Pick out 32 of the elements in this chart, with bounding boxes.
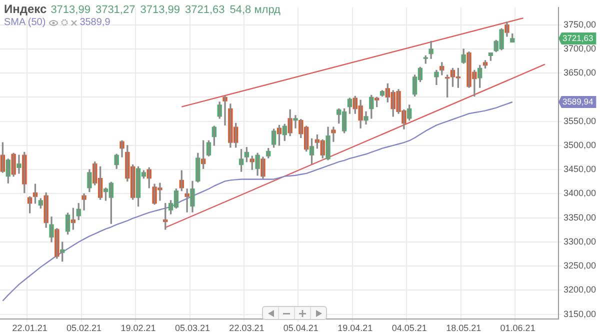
y-tick-label: 3300,00 <box>563 236 596 246</box>
y-tick-label: 3700,00 <box>563 43 596 54</box>
y-tick-label: 3350,00 <box>563 212 596 222</box>
x-tick-label: 01.06.21 <box>500 323 536 334</box>
y-tick-label: 3650,00 <box>563 68 596 78</box>
annotation: 3713,99 <box>140 4 180 16</box>
x-tick-label: 19.04.21 <box>338 323 373 334</box>
y-tick-label: 3500,00 <box>563 140 596 150</box>
x-tick-label: 22.01.21 <box>12 323 48 334</box>
annotation: 54,8 млрд <box>230 4 280 16</box>
chart-title: Индекс <box>4 2 47 16</box>
annotation: 3589,9 <box>80 17 110 28</box>
y-tick-label: 3750,00 <box>563 19 596 30</box>
x-tick-label: 04.05.21 <box>392 323 427 334</box>
y-tick-label: 3200,00 <box>563 284 596 295</box>
y-tick-label: 3550,00 <box>563 116 596 126</box>
text: 3721,63 <box>562 32 594 43</box>
x-tick-label: 05.04.21 <box>283 323 318 334</box>
annotation: 3731,27 <box>95 4 136 16</box>
x-tick-label: 18.05.21 <box>446 323 482 334</box>
annotation: 3721,63 <box>184 4 225 16</box>
y-tick-label: 3150,00 <box>563 308 596 319</box>
x-tick-label: 05.03.21 <box>174 323 210 334</box>
x-tick-label: 22.03.21 <box>229 323 264 334</box>
y-tick-label: 3400,00 <box>563 188 596 198</box>
text: SMA (50) <box>4 17 46 28</box>
x-tick-label: 05.02.21 <box>66 323 102 334</box>
y-tick-label: 3450,00 <box>563 164 596 174</box>
text: 3589,94 <box>562 96 594 106</box>
annotation: 3713,99 <box>50 4 90 16</box>
y-tick-label: 3250,00 <box>563 260 596 271</box>
x-tick-label: 19.02.21 <box>120 323 156 334</box>
